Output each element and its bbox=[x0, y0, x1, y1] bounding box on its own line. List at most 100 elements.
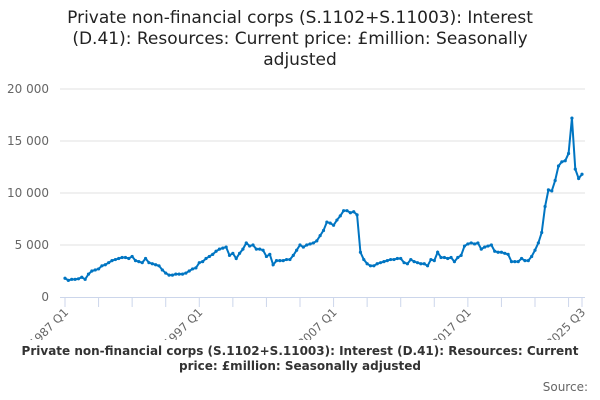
data-point bbox=[284, 257, 289, 262]
data-point bbox=[526, 259, 530, 263]
data-point bbox=[439, 255, 443, 260]
x-tick-label: 1997 Q1 bbox=[161, 305, 206, 340]
data-point bbox=[573, 167, 577, 171]
data-point bbox=[271, 263, 275, 267]
data-point bbox=[160, 268, 164, 272]
data-point bbox=[164, 271, 168, 275]
data-point bbox=[90, 269, 94, 273]
data-point bbox=[422, 262, 426, 266]
data-point bbox=[566, 151, 571, 156]
data-point bbox=[174, 272, 178, 276]
data-point bbox=[295, 248, 299, 252]
data-point bbox=[466, 242, 470, 246]
data-point bbox=[311, 241, 316, 245]
data-point bbox=[462, 244, 467, 248]
data-point bbox=[570, 116, 574, 120]
data-point bbox=[147, 261, 151, 265]
data-point bbox=[133, 259, 138, 263]
legend-label: Private non-financial corps (S.1102+S.11… bbox=[21, 344, 579, 373]
y-tick-label: 15 000 bbox=[7, 134, 49, 148]
data-point bbox=[321, 228, 326, 233]
data-point bbox=[425, 264, 430, 268]
data-point bbox=[479, 247, 483, 251]
data-point bbox=[100, 264, 104, 268]
data-point bbox=[385, 259, 389, 263]
data-point bbox=[281, 259, 285, 263]
data-point bbox=[409, 257, 413, 262]
data-point bbox=[301, 245, 305, 249]
data-point bbox=[442, 255, 446, 260]
data-point bbox=[261, 248, 265, 252]
data-point bbox=[456, 255, 460, 260]
data-point bbox=[375, 262, 379, 266]
data-point bbox=[254, 247, 258, 251]
data-point bbox=[214, 249, 218, 253]
data-point bbox=[137, 260, 141, 264]
data-point bbox=[355, 213, 359, 217]
data-point bbox=[496, 250, 500, 254]
source-label: Source: bbox=[542, 380, 588, 394]
data-point bbox=[93, 268, 97, 272]
data-point bbox=[278, 259, 282, 263]
data-point bbox=[459, 253, 463, 257]
data-point bbox=[241, 247, 245, 251]
data-point bbox=[221, 246, 225, 250]
data-point bbox=[237, 251, 242, 255]
data-point bbox=[231, 251, 235, 255]
data-point bbox=[80, 275, 84, 279]
data-point bbox=[170, 273, 175, 277]
data-point bbox=[469, 241, 473, 245]
data-point bbox=[264, 254, 269, 259]
legend: Private non-financial corps (S.1102+S.11… bbox=[10, 344, 590, 374]
data-point bbox=[533, 248, 537, 252]
data-point bbox=[486, 244, 490, 248]
data-point bbox=[362, 257, 366, 262]
y-tick-label: 10 000 bbox=[7, 186, 49, 200]
data-point bbox=[449, 255, 453, 260]
data-point bbox=[372, 264, 376, 268]
data-point bbox=[234, 256, 238, 261]
data-point bbox=[318, 234, 322, 238]
data-point bbox=[83, 277, 87, 281]
data-point bbox=[201, 260, 205, 264]
data-point bbox=[506, 252, 510, 256]
data-point bbox=[536, 241, 540, 245]
data-point bbox=[197, 261, 201, 265]
data-point bbox=[499, 250, 504, 254]
data-point bbox=[167, 273, 171, 277]
data-point bbox=[308, 242, 312, 246]
data-point bbox=[483, 245, 487, 249]
data-point bbox=[291, 253, 295, 257]
data-point bbox=[217, 247, 222, 251]
data-point bbox=[352, 210, 356, 214]
data-point bbox=[150, 262, 154, 266]
data-point bbox=[127, 256, 131, 261]
data-point bbox=[130, 254, 134, 259]
data-point bbox=[519, 256, 524, 261]
data-point bbox=[274, 259, 279, 263]
data-point bbox=[553, 178, 557, 183]
data-point bbox=[76, 277, 81, 281]
data-point bbox=[580, 172, 584, 176]
data-point bbox=[298, 243, 302, 247]
x-tick-label: 2017 Q1 bbox=[429, 305, 474, 340]
data-point bbox=[395, 256, 399, 261]
data-point bbox=[446, 256, 450, 261]
data-point bbox=[543, 204, 547, 209]
data-point bbox=[180, 272, 185, 276]
data-point bbox=[503, 251, 507, 255]
data-point bbox=[328, 221, 332, 225]
y-tick-label: 5 000 bbox=[15, 238, 49, 252]
data-point bbox=[335, 218, 339, 222]
x-tick-label: 2025 Q3 bbox=[543, 305, 588, 340]
data-point bbox=[268, 252, 272, 256]
data-point bbox=[365, 262, 369, 266]
data-point bbox=[123, 255, 128, 260]
data-point bbox=[472, 242, 477, 246]
data-point bbox=[207, 254, 211, 259]
data-point bbox=[348, 211, 352, 215]
data-point bbox=[493, 249, 497, 253]
data-point bbox=[143, 256, 148, 261]
data-point bbox=[70, 277, 74, 281]
data-point bbox=[107, 261, 111, 265]
